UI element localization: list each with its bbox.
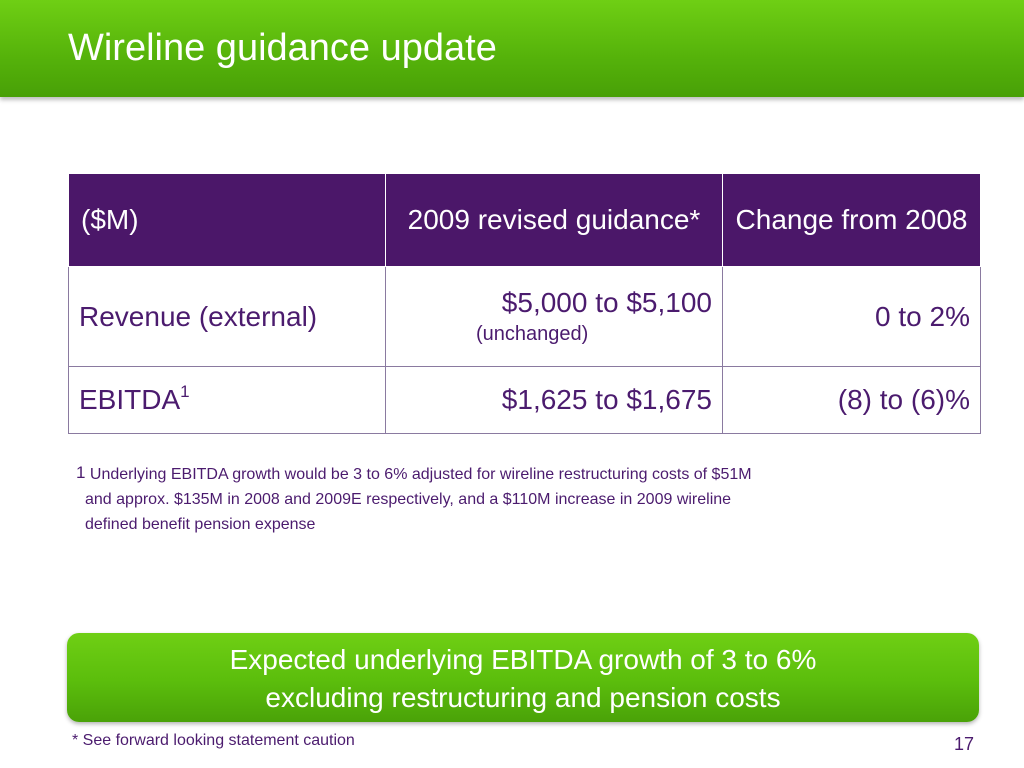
header-change: Change from 2008 — [722, 173, 981, 267]
key-message-callout: Expected underlying EBITDA growth of 3 t… — [67, 633, 979, 722]
callout-line-2: excluding restructuring and pension cost… — [265, 682, 781, 713]
table-row: Revenue (external) $5,000 to $5,100 (unc… — [68, 266, 981, 367]
row-guidance-revenue: $5,000 to $5,100 (unchanged) — [385, 266, 723, 367]
callout-line-1: Expected underlying EBITDA growth of 3 t… — [229, 644, 817, 675]
guidance-note: (unchanged) — [476, 323, 589, 345]
header-guidance: 2009 revised guidance* — [385, 173, 723, 267]
table-header-row: ($M) 2009 revised guidance* Change from … — [68, 173, 981, 267]
footnote: 1 Underlying EBITDA growth would be 3 to… — [76, 462, 926, 537]
page-number: 17 — [954, 734, 975, 754]
row-change-ebitda: (8) to (6)% — [722, 366, 981, 434]
row-label-ebitda: EBITDA1 — [68, 366, 386, 434]
slide-title: Wireline guidance update — [68, 27, 497, 69]
footnote-line-2: and approx. $135M in 2008 and 2009E resp… — [85, 491, 732, 508]
row-label-revenue: Revenue (external) — [68, 266, 386, 367]
guidance-table: ($M) 2009 revised guidance* Change from … — [68, 173, 981, 434]
footnote-marker: 1 — [76, 463, 86, 482]
table-row: EBITDA1 $1,625 to $1,675 (8) to (6)% — [68, 366, 981, 434]
row-change-revenue: 0 to 2% — [722, 266, 981, 367]
footnote-line-3: defined benefit pension expense — [85, 516, 316, 533]
footnote-ref: 1 — [180, 382, 190, 401]
row-guidance-ebitda: $1,625 to $1,675 — [385, 366, 723, 434]
title-bar: Wireline guidance update — [0, 0, 1024, 97]
guidance-value: $5,000 to $5,100 — [501, 287, 712, 318]
forward-looking-caution: * See forward looking statement caution — [72, 732, 355, 749]
header-units: ($M) — [68, 173, 386, 267]
footnote-line-1: Underlying EBITDA growth would be 3 to 6… — [89, 466, 752, 483]
